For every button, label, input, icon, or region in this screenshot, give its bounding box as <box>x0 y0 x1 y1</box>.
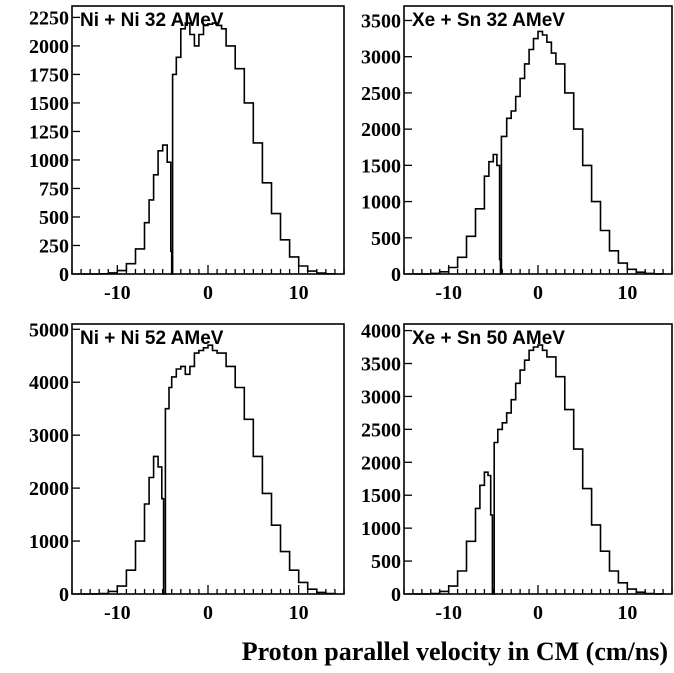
x-tick-label: 10 <box>617 282 637 304</box>
y-tick-label: 500 <box>39 207 69 229</box>
y-tick-label: 3000 <box>29 425 69 447</box>
y-tick-label: 1250 <box>29 121 69 143</box>
plot-frame <box>403 5 673 275</box>
x-tick-label: -10 <box>104 282 131 304</box>
y-tick-label: 2000 <box>29 36 69 58</box>
y-tick-label: 3500 <box>361 354 401 376</box>
histogram-series <box>412 344 664 595</box>
y-tick-label: 1000 <box>361 192 401 214</box>
x-tick-label: 0 <box>533 282 543 304</box>
y-tick-label: 2000 <box>361 452 401 474</box>
plot-frame <box>71 323 345 595</box>
y-tick-label: 750 <box>39 178 69 200</box>
histogram-panel: 0 500 1000 1500 2000 2500 3000 3500 4000 -10 0 10 Xe… <box>361 321 673 624</box>
plot-frame <box>403 323 673 595</box>
y-tick-label: 4000 <box>361 321 401 343</box>
histogram-series <box>81 22 336 275</box>
y-tick-label: 500 <box>371 551 401 573</box>
y-tick-label: 1750 <box>29 64 69 86</box>
y-tick-label: 2000 <box>361 119 401 141</box>
x-tick-label: 0 <box>203 602 213 624</box>
y-tick-label: 1000 <box>29 150 69 172</box>
histogram-panel: 0 250 500 750 1000 1250 1500 1750 2000 2250 -10 0 10… <box>29 5 345 304</box>
y-tick-label: 3000 <box>361 386 401 408</box>
x-tick-label: 10 <box>289 602 309 624</box>
x-tick-label: -10 <box>104 602 131 624</box>
y-tick-label: 2000 <box>29 478 69 500</box>
y-tick-label: 0 <box>59 584 69 606</box>
y-tick-label: 3500 <box>361 10 401 32</box>
y-tick-label: 1500 <box>361 485 401 507</box>
y-tick-label: 0 <box>391 584 401 606</box>
y-tick-label: 1500 <box>29 93 69 115</box>
plot-frame <box>71 5 345 275</box>
histogram-panel: 0 1000 2000 3000 4000 5000 -10 0 10 Ni + Ni 52 AM… <box>29 319 345 624</box>
x-tick-label: 0 <box>203 282 213 304</box>
y-tick-label: 0 <box>391 264 401 286</box>
panel-title: Xe + Sn 32 AMeV <box>412 10 565 31</box>
histogram-series <box>412 30 664 275</box>
y-tick-label: 0 <box>59 264 69 286</box>
panel-title: Ni + Ni 52 AMeV <box>80 328 224 349</box>
x-tick-label: 0 <box>533 602 543 624</box>
y-tick-label: 250 <box>39 235 69 257</box>
histogram-panel: 0 500 1000 1500 2000 2500 3000 3500 -10 0 10 Xe + S… <box>361 5 673 304</box>
y-tick-label: 500 <box>371 228 401 250</box>
y-tick-label: 1000 <box>361 518 401 540</box>
y-tick-label: 2500 <box>361 83 401 105</box>
x-tick-label: 10 <box>617 602 637 624</box>
histogram-series <box>81 344 336 595</box>
y-tick-label: 3000 <box>361 47 401 69</box>
y-tick-label: 1000 <box>29 531 69 553</box>
x-axis-title: Proton parallel velocity in CM (cm/ns) <box>242 637 668 666</box>
x-tick-label: 10 <box>289 282 309 304</box>
y-tick-label: 2500 <box>361 419 401 441</box>
panel-title: Ni + Ni 32 AMeV <box>80 10 224 31</box>
panel-title: Xe + Sn 50 AMeV <box>412 328 565 349</box>
y-tick-label: 2250 <box>29 7 69 29</box>
x-tick-label: -10 <box>435 282 462 304</box>
y-tick-label: 1500 <box>361 155 401 177</box>
y-tick-label: 4000 <box>29 372 69 394</box>
x-tick-label: -10 <box>435 602 462 624</box>
y-tick-label: 5000 <box>29 319 69 341</box>
